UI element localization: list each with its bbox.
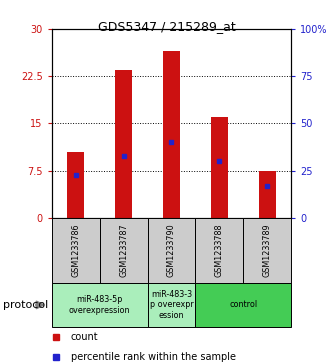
Bar	[52, 283, 148, 327]
Bar	[211, 117, 228, 218]
Text: control: control	[229, 301, 257, 309]
Text: GSM1233788: GSM1233788	[215, 224, 224, 277]
Text: GDS5347 / 215289_at: GDS5347 / 215289_at	[98, 20, 235, 33]
Bar	[115, 70, 132, 218]
Bar	[163, 51, 180, 218]
Text: GSM1233790: GSM1233790	[167, 224, 176, 277]
Bar	[195, 283, 291, 327]
Text: GSM1233789: GSM1233789	[263, 224, 272, 277]
Text: miR-483-3
p overexpr
ession: miR-483-3 p overexpr ession	[150, 290, 193, 320]
Text: percentile rank within the sample: percentile rank within the sample	[71, 352, 236, 362]
Text: miR-483-5p
overexpression: miR-483-5p overexpression	[69, 295, 130, 315]
Bar	[52, 218, 100, 283]
Text: GSM1233786: GSM1233786	[71, 224, 80, 277]
Bar	[148, 218, 195, 283]
Text: GSM1233787: GSM1233787	[119, 224, 128, 277]
Bar	[100, 218, 148, 283]
Bar	[195, 218, 243, 283]
Bar	[148, 283, 195, 327]
Text: protocol: protocol	[3, 300, 49, 310]
Bar	[243, 218, 291, 283]
Text: count: count	[71, 332, 99, 342]
Bar	[259, 171, 276, 218]
Bar	[67, 152, 84, 218]
